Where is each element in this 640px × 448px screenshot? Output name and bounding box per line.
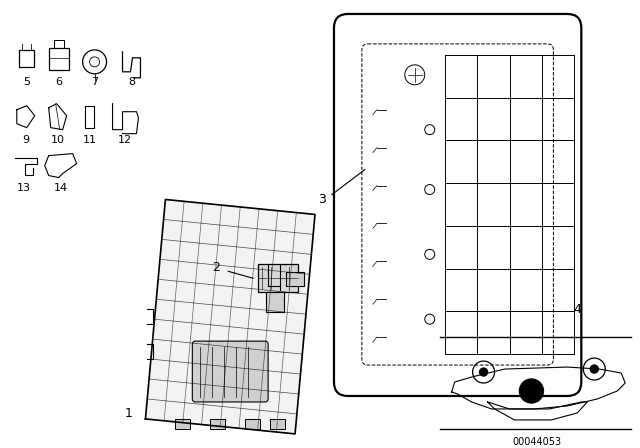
Text: 11: 11 bbox=[83, 135, 97, 145]
Text: 10: 10 bbox=[51, 135, 65, 145]
Bar bbox=[270, 419, 285, 429]
Bar bbox=[49, 48, 68, 70]
Text: 14: 14 bbox=[54, 182, 68, 193]
FancyBboxPatch shape bbox=[193, 341, 268, 402]
Bar bbox=[19, 50, 34, 67]
Bar bbox=[266, 292, 284, 312]
Circle shape bbox=[590, 365, 598, 373]
Bar bbox=[245, 419, 260, 429]
Bar bbox=[286, 272, 304, 286]
Bar bbox=[84, 106, 93, 128]
Bar bbox=[54, 40, 63, 48]
Circle shape bbox=[479, 368, 488, 376]
Text: 6: 6 bbox=[55, 77, 62, 87]
Text: 13: 13 bbox=[17, 182, 31, 193]
Text: 8: 8 bbox=[128, 77, 135, 87]
Text: 5: 5 bbox=[23, 77, 30, 87]
Text: 7: 7 bbox=[91, 77, 98, 87]
Text: 12: 12 bbox=[118, 135, 132, 145]
Text: 3: 3 bbox=[318, 193, 326, 206]
Bar bbox=[211, 419, 225, 429]
Text: 4: 4 bbox=[573, 303, 581, 316]
Bar bbox=[258, 264, 298, 292]
Polygon shape bbox=[145, 199, 315, 434]
Text: 9: 9 bbox=[22, 135, 29, 145]
Bar bbox=[175, 419, 190, 429]
Circle shape bbox=[520, 379, 543, 403]
Text: 00044053: 00044053 bbox=[512, 437, 561, 447]
Text: 1: 1 bbox=[125, 407, 132, 420]
Text: 2: 2 bbox=[212, 261, 220, 274]
